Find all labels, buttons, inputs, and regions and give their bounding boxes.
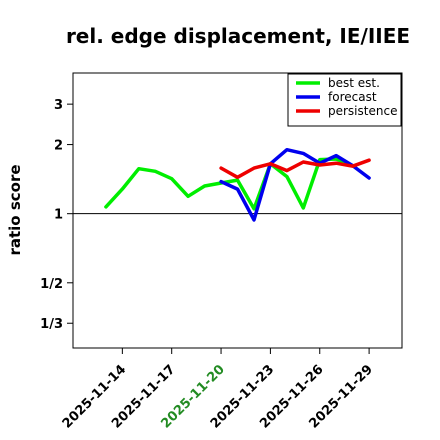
legend-label: persistence — [328, 104, 397, 118]
plot-frame — [72, 72, 403, 349]
axis-layer: 3211/21/32025-11-142025-11-172025-11-202… — [40, 98, 376, 431]
series-line-best-est — [104, 157, 355, 211]
legend-label: best est. — [328, 76, 380, 90]
chart-title: rel. edge displacement, IE/IIEE — [65, 24, 411, 48]
series-line-persistence — [219, 158, 371, 180]
y-tick-label: 1/2 — [40, 277, 63, 292]
y-tick-label: 2 — [54, 139, 63, 154]
y-tick-label: 1 — [54, 208, 63, 223]
y-tick-label: 3 — [54, 98, 63, 113]
series-line-forecast — [219, 147, 371, 222]
series-layer — [104, 147, 371, 222]
y-tick-label: 1/3 — [40, 317, 63, 332]
legend-label: forecast — [328, 90, 377, 104]
